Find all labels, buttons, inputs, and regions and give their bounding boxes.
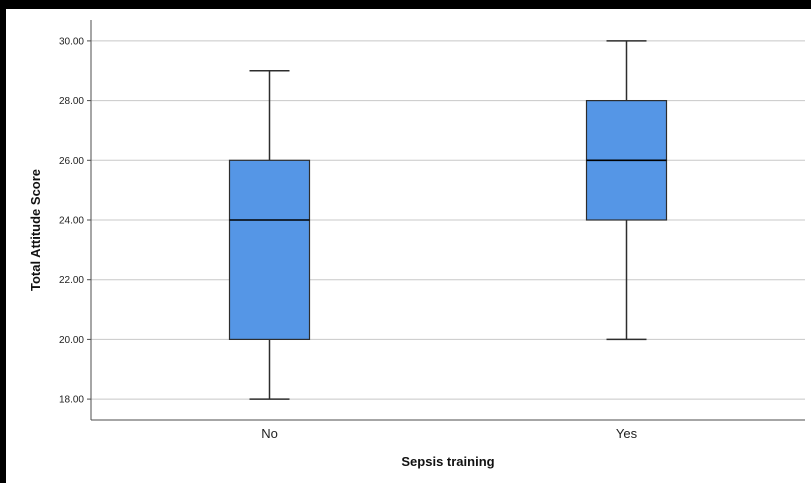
y-axis-title: Total Attitude Score: [28, 169, 43, 291]
y-tick-label: 24.00: [59, 216, 84, 227]
x-axis-title: Sepsis training: [401, 454, 494, 469]
y-tick-labels: 18.00 20.00 22.00 24.00 26.00 28.00 30.00: [59, 36, 84, 405]
box-no: [228, 69, 311, 400]
x-tick-label: No: [261, 426, 278, 441]
y-tick-label: 30.00: [59, 36, 84, 47]
x-tick-labels: No Yes: [261, 426, 637, 441]
y-tick-label: 22.00: [59, 275, 84, 286]
box-plot-chart: 18.00 20.00 22.00 24.00 26.00 28.00 30.00 No Ye…: [28, 20, 805, 469]
box-plot-series: [228, 40, 668, 400]
y-tick-label: 28.00: [59, 96, 84, 107]
axes: [90, 20, 805, 421]
chart-frame: 18.00 20.00 22.00 24.00 26.00 28.00 30.00 No Ye…: [6, 9, 811, 483]
x-tick-label: Yes: [616, 426, 638, 441]
iqr-box: [228, 159, 311, 341]
box-yes: [585, 40, 668, 341]
gridlines: [87, 40, 805, 400]
y-tick-label: 26.00: [59, 156, 84, 167]
y-tick-label: 20.00: [59, 335, 84, 346]
y-tick-label: 18.00: [59, 395, 84, 406]
